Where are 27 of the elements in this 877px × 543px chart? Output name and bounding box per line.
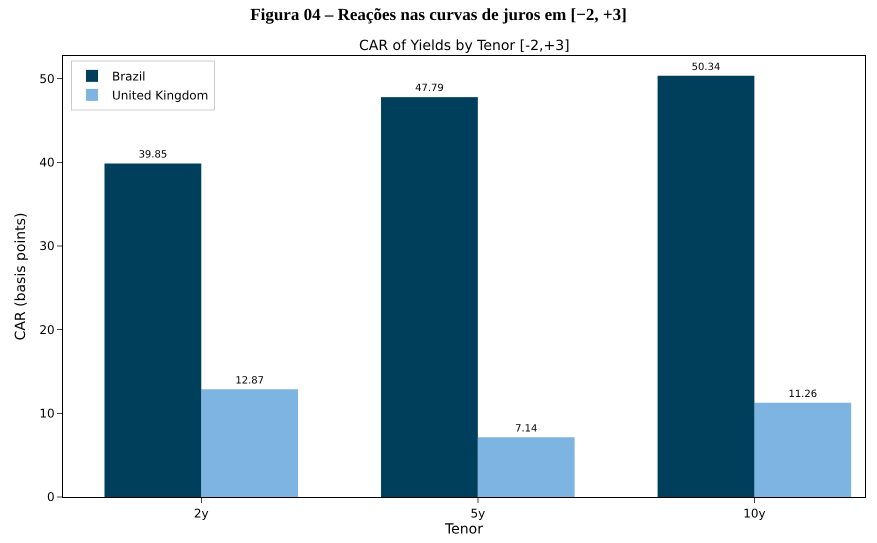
legend-label: United Kingdom xyxy=(112,88,208,103)
bar xyxy=(478,437,575,497)
y-tick-label: 0 xyxy=(46,490,55,504)
x-tick-label: 10y xyxy=(743,506,766,520)
y-tick-label: 40 xyxy=(39,155,55,170)
bar xyxy=(754,402,852,497)
chart-title: Figura 04 – Reações nas curvas de juros em [−2, +3] xyxy=(250,5,627,24)
y-tick-label: 10 xyxy=(39,406,55,421)
data-label: 7.14 xyxy=(515,423,538,434)
data-label: 39.85 xyxy=(138,150,168,161)
data-label: 11.26 xyxy=(788,388,818,400)
data-label: 50.34 xyxy=(692,62,720,73)
chart-subtitle: CAR of Yields by Tenor [-2,+3] xyxy=(359,38,570,54)
y-tick-label: 20 xyxy=(39,322,55,337)
bar xyxy=(658,76,754,497)
x-tick-label: 2y xyxy=(194,506,209,520)
data-label: 47.79 xyxy=(415,83,444,94)
y-tick-label: 50 xyxy=(39,72,55,86)
x-axis-title: Tenor xyxy=(444,522,484,538)
x-tick-label: 5y xyxy=(470,506,486,520)
y-axis-title: CAR (basis points) xyxy=(13,212,29,340)
bar xyxy=(104,164,202,497)
bar xyxy=(381,97,478,497)
legend-label: Brazil xyxy=(112,70,146,84)
bar xyxy=(201,389,298,497)
y-tick-label: 30 xyxy=(39,239,55,254)
data-label: 12.87 xyxy=(235,375,264,386)
